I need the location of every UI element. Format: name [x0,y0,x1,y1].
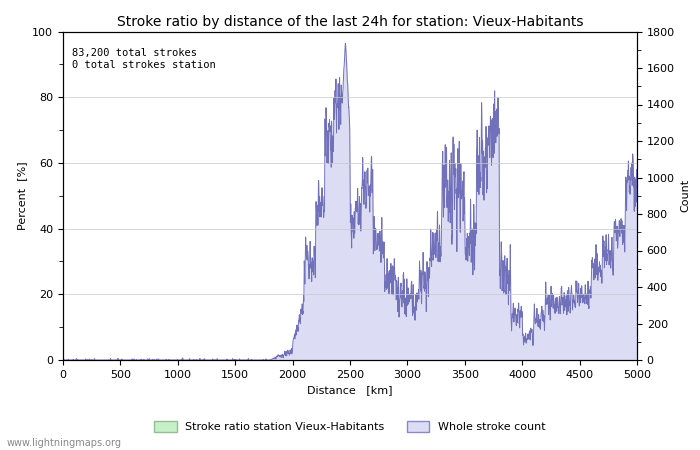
Title: Stroke ratio by distance of the last 24h for station: Vieux-Habitants: Stroke ratio by distance of the last 24h… [117,15,583,29]
Text: 83,200 total strokes
0 total strokes station: 83,200 total strokes 0 total strokes sta… [71,48,216,69]
Y-axis label: Count: Count [680,179,690,212]
Legend: Stroke ratio station Vieux-Habitants, Whole stroke count: Stroke ratio station Vieux-Habitants, Wh… [150,416,550,436]
X-axis label: Distance   [km]: Distance [km] [307,385,393,395]
Text: www.lightningmaps.org: www.lightningmaps.org [7,438,122,448]
Y-axis label: Percent  [%]: Percent [%] [17,162,27,230]
